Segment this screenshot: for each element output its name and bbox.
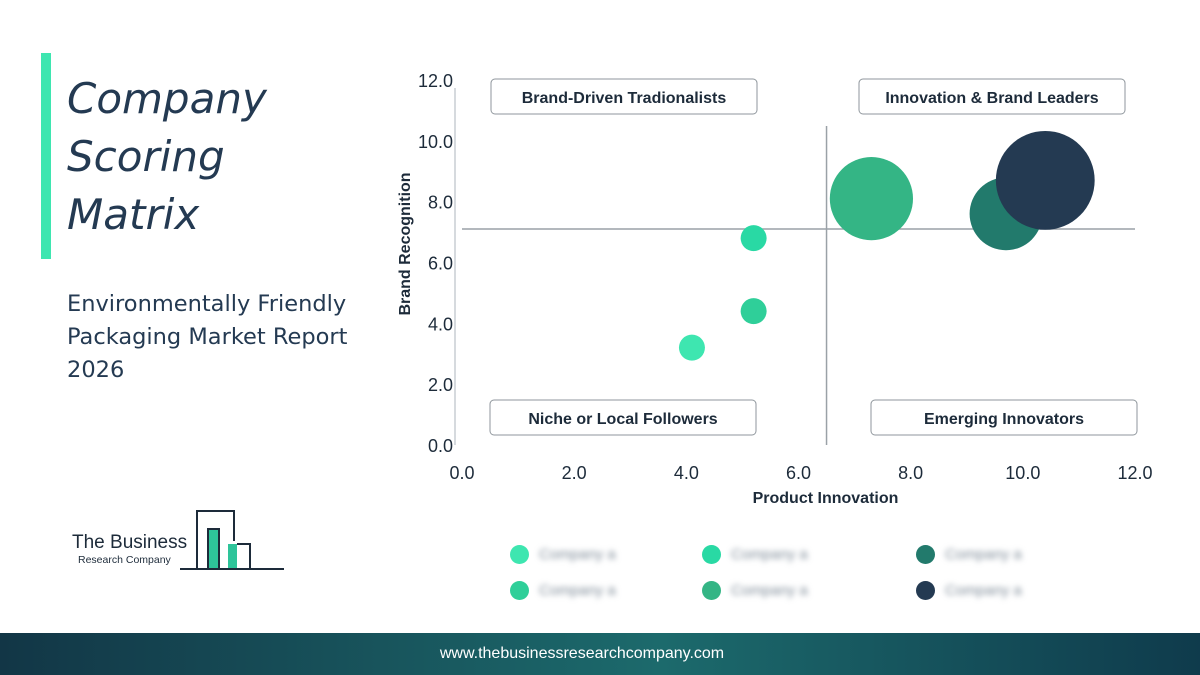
company-bubble xyxy=(740,298,767,325)
legend-swatch xyxy=(702,544,721,564)
footer-bar: www.thebusinessresearchcompany.com xyxy=(0,633,1200,675)
title-line: Company xyxy=(67,74,267,123)
x-axis-title: Product Innovation xyxy=(753,490,899,507)
legend-item: Company a xyxy=(510,578,616,602)
x-tick-label: 0.0 xyxy=(449,463,474,483)
title-accent-bar xyxy=(41,53,51,259)
legend-label: Company a xyxy=(945,545,1022,563)
page-title: Company Scoring Matrix xyxy=(67,70,367,244)
logo-text-main: The Business xyxy=(72,532,188,553)
company-bubble xyxy=(678,334,705,361)
y-axis-title: Brand Recognition xyxy=(397,172,414,315)
quadrant-label-bottom-right-box xyxy=(870,399,1138,436)
scoring-matrix-chart: 0.0 2.0 4.0 6.0 8.0 10.0 12.0 0.0 2.0 4.0 6.0 8.0 10… xyxy=(397,71,1153,507)
subtitle-line: Packaging Market Report xyxy=(67,324,348,350)
company-bubble xyxy=(829,157,914,241)
x-tick-label: 10.0 xyxy=(1005,463,1040,483)
quadrant-label-top-right: Innovation & Brand Leaders xyxy=(885,90,1098,107)
chart-legend: Company a Company a Company a Company a Comp… xyxy=(500,540,1060,610)
legend-swatch xyxy=(510,580,529,600)
x-tick-label: 4.0 xyxy=(674,463,699,483)
legend-label: Company a xyxy=(731,545,808,563)
quadrant-label-bottom-left-box xyxy=(489,399,757,436)
legend-swatch xyxy=(510,544,529,564)
y-tick-label: 12.0 xyxy=(418,71,453,91)
title-line: Matrix xyxy=(67,190,200,239)
subtitle-line: 2026 xyxy=(67,357,125,383)
y-tick-label: 6.0 xyxy=(428,254,453,274)
quadrant-label-bottom-right: Emerging Innovators xyxy=(924,411,1084,428)
legend-label: Company a xyxy=(539,545,616,563)
y-tick-label: 0.0 xyxy=(428,436,453,456)
legend-item: Company a xyxy=(510,542,616,566)
quadrant-label-top-left: Brand-Driven Tradionalists xyxy=(522,90,727,107)
legend-item: Company a xyxy=(702,578,808,602)
x-tick-label: 8.0 xyxy=(898,463,923,483)
legend-swatch xyxy=(916,580,935,600)
x-tick-label: 12.0 xyxy=(1117,463,1152,483)
y-tick-label: 4.0 xyxy=(428,314,453,334)
quadrant-label-bottom-left: Niche or Local Followers xyxy=(528,411,717,428)
subtitle-line: Environmentally Friendly xyxy=(67,291,347,317)
y-tick-label: 8.0 xyxy=(428,193,453,213)
legend-swatch xyxy=(916,544,935,564)
legend-label: Company a xyxy=(539,581,616,599)
title-line: Scoring xyxy=(67,132,225,181)
legend-item: Company a xyxy=(916,578,1022,602)
y-tick-label: 10.0 xyxy=(418,132,453,152)
y-tick-label: 2.0 xyxy=(428,375,453,395)
logo-text-sub: Research Company xyxy=(78,554,171,566)
legend-swatch xyxy=(702,580,721,600)
legend-item: Company a xyxy=(916,542,1022,566)
company-logo: The Business Research Company xyxy=(70,505,290,575)
legend-item: Company a xyxy=(702,542,808,566)
x-tick-label: 6.0 xyxy=(786,463,811,483)
footer-url[interactable]: www.thebusinessresearchcompany.com xyxy=(439,645,725,662)
quadrant-label-top-left-box xyxy=(490,78,758,115)
legend-label: Company a xyxy=(945,581,1022,599)
legend-label: Company a xyxy=(731,581,808,599)
company-bubble xyxy=(740,225,767,252)
company-bubble xyxy=(995,130,1095,230)
logo-buildings-icon xyxy=(180,510,284,570)
x-tick-label: 2.0 xyxy=(562,463,587,483)
quadrant-label-top-right-box xyxy=(858,78,1126,115)
report-subtitle: Environmentally Friendly Packaging Marke… xyxy=(67,288,377,387)
